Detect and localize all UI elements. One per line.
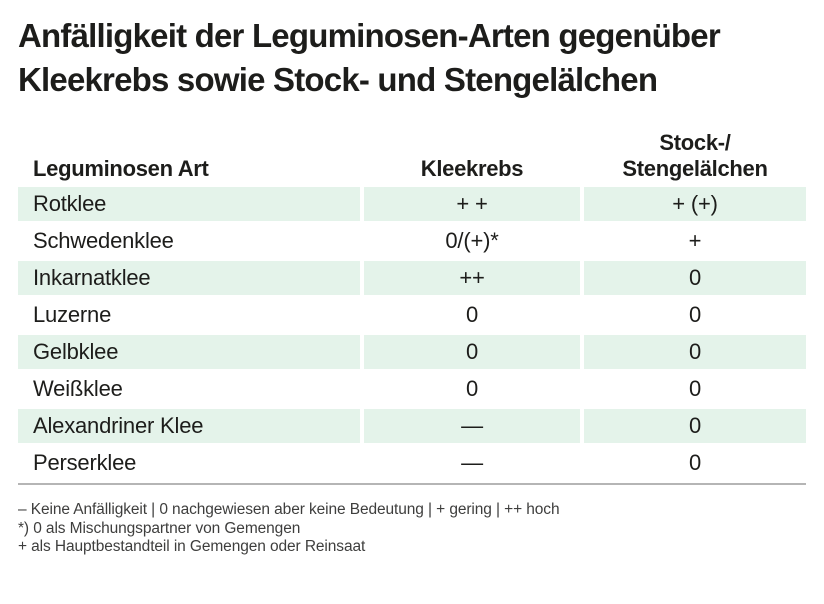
table-row: Luzerne 0 0 <box>18 298 806 332</box>
stock-cell: 0 <box>584 261 806 295</box>
stock-cell: 0 <box>584 298 806 332</box>
species-cell: Perserklee <box>18 446 360 480</box>
species-cell: Gelbklee <box>18 335 360 369</box>
stock-cell: 0 <box>584 335 806 369</box>
kleekrebs-cell: 0 <box>364 335 580 369</box>
species-cell: Alexandriner Klee <box>18 409 360 443</box>
column-header-kleekrebs: Kleekrebs <box>420 156 524 181</box>
table-body: Rotklee + + + (+) Schwedenklee 0/(+)* + … <box>18 187 806 480</box>
stock-cell: 0 <box>584 409 806 443</box>
table-row: Perserklee — 0 <box>18 446 806 480</box>
stock-cell: + (+) <box>584 187 806 221</box>
kleekrebs-cell: 0 <box>364 298 580 332</box>
table-row: Inkarnatklee ++ 0 <box>18 261 806 295</box>
species-cell: Rotklee <box>18 187 360 221</box>
stock-cell: 0 <box>584 372 806 406</box>
column-header-stock: Stock-/ Stengelälchen <box>622 130 768 181</box>
stock-cell: 0 <box>584 446 806 480</box>
species-cell: Luzerne <box>18 298 360 332</box>
kleekrebs-cell: — <box>364 409 580 443</box>
page-title: Anfälligkeit der Leguminosen-Arten gegen… <box>18 17 721 98</box>
column-header-species: Leguminosen Art <box>33 156 209 181</box>
kleekrebs-cell: ++ <box>364 261 580 295</box>
legend-line: *) 0 als Mischungspartner von Gemengen <box>18 519 301 537</box>
stock-cell: + <box>584 224 806 258</box>
legend-line: + als Hauptbestandteil in Gemengen oder … <box>18 538 366 555</box>
table-header-row: Leguminosen Art Kleekrebs Stock-/ Stenge… <box>18 130 806 187</box>
table-row: Rotklee + + + (+) <box>18 187 806 221</box>
kleekrebs-cell: + + <box>364 187 580 221</box>
table-bottom-rule <box>18 483 806 485</box>
table-row: Alexandriner Klee — 0 <box>18 409 806 443</box>
species-cell: Weißklee <box>18 372 360 406</box>
kleekrebs-cell: 0/(+)* <box>364 224 580 258</box>
table-row: Gelbklee 0 0 <box>18 335 806 369</box>
table-row: Schwedenklee 0/(+)* + <box>18 224 806 258</box>
kleekrebs-cell: 0 <box>364 372 580 406</box>
species-cell: Inkarnatklee <box>18 261 360 295</box>
legend-footer: – Keine Anfälligkeit | 0 nachgewiesen ab… <box>18 501 806 557</box>
species-cell: Schwedenklee <box>18 224 360 258</box>
kleekrebs-cell: — <box>364 446 580 480</box>
table-row: Weißklee 0 0 <box>18 372 806 406</box>
legend-line: – Keine Anfälligkeit | 0 nachgewiesen ab… <box>18 501 560 518</box>
